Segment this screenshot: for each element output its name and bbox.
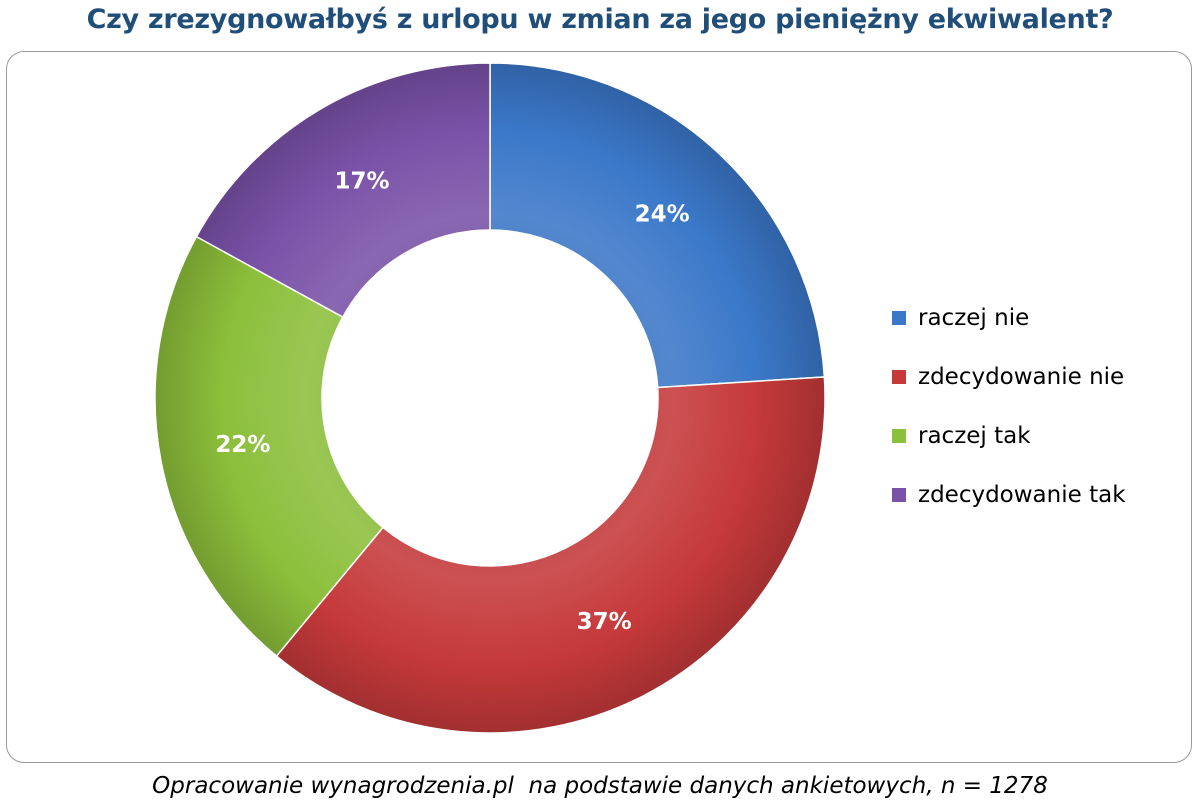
legend-swatch	[892, 311, 906, 325]
slice-label: 22%	[215, 432, 270, 458]
legend-label: raczej tak	[918, 423, 1031, 449]
donut-slice-zdecydowanie-tak	[195, 62, 491, 319]
donut-slice-raczej-nie	[489, 62, 826, 389]
legend-label: raczej nie	[918, 305, 1029, 331]
chart-title: Czy zrezygnowałbyś z urlopu w zmian za j…	[86, 4, 1114, 35]
slice-label: 17%	[334, 169, 389, 195]
legend-label: zdecydowanie nie	[918, 364, 1124, 390]
donut-slice-raczej-tak	[154, 235, 384, 658]
donut-slice-zdecydowanie-nie	[275, 376, 826, 734]
source-caption: Opracowanie wynagrodzenia.pl na podstawi…	[152, 773, 1048, 799]
slice-label: 24%	[635, 202, 690, 228]
legend-label: zdecydowanie tak	[918, 482, 1126, 508]
slice-label: 37%	[577, 609, 632, 635]
legend-swatch	[892, 429, 906, 443]
legend-swatch	[892, 488, 906, 502]
legend-swatch	[892, 370, 906, 384]
